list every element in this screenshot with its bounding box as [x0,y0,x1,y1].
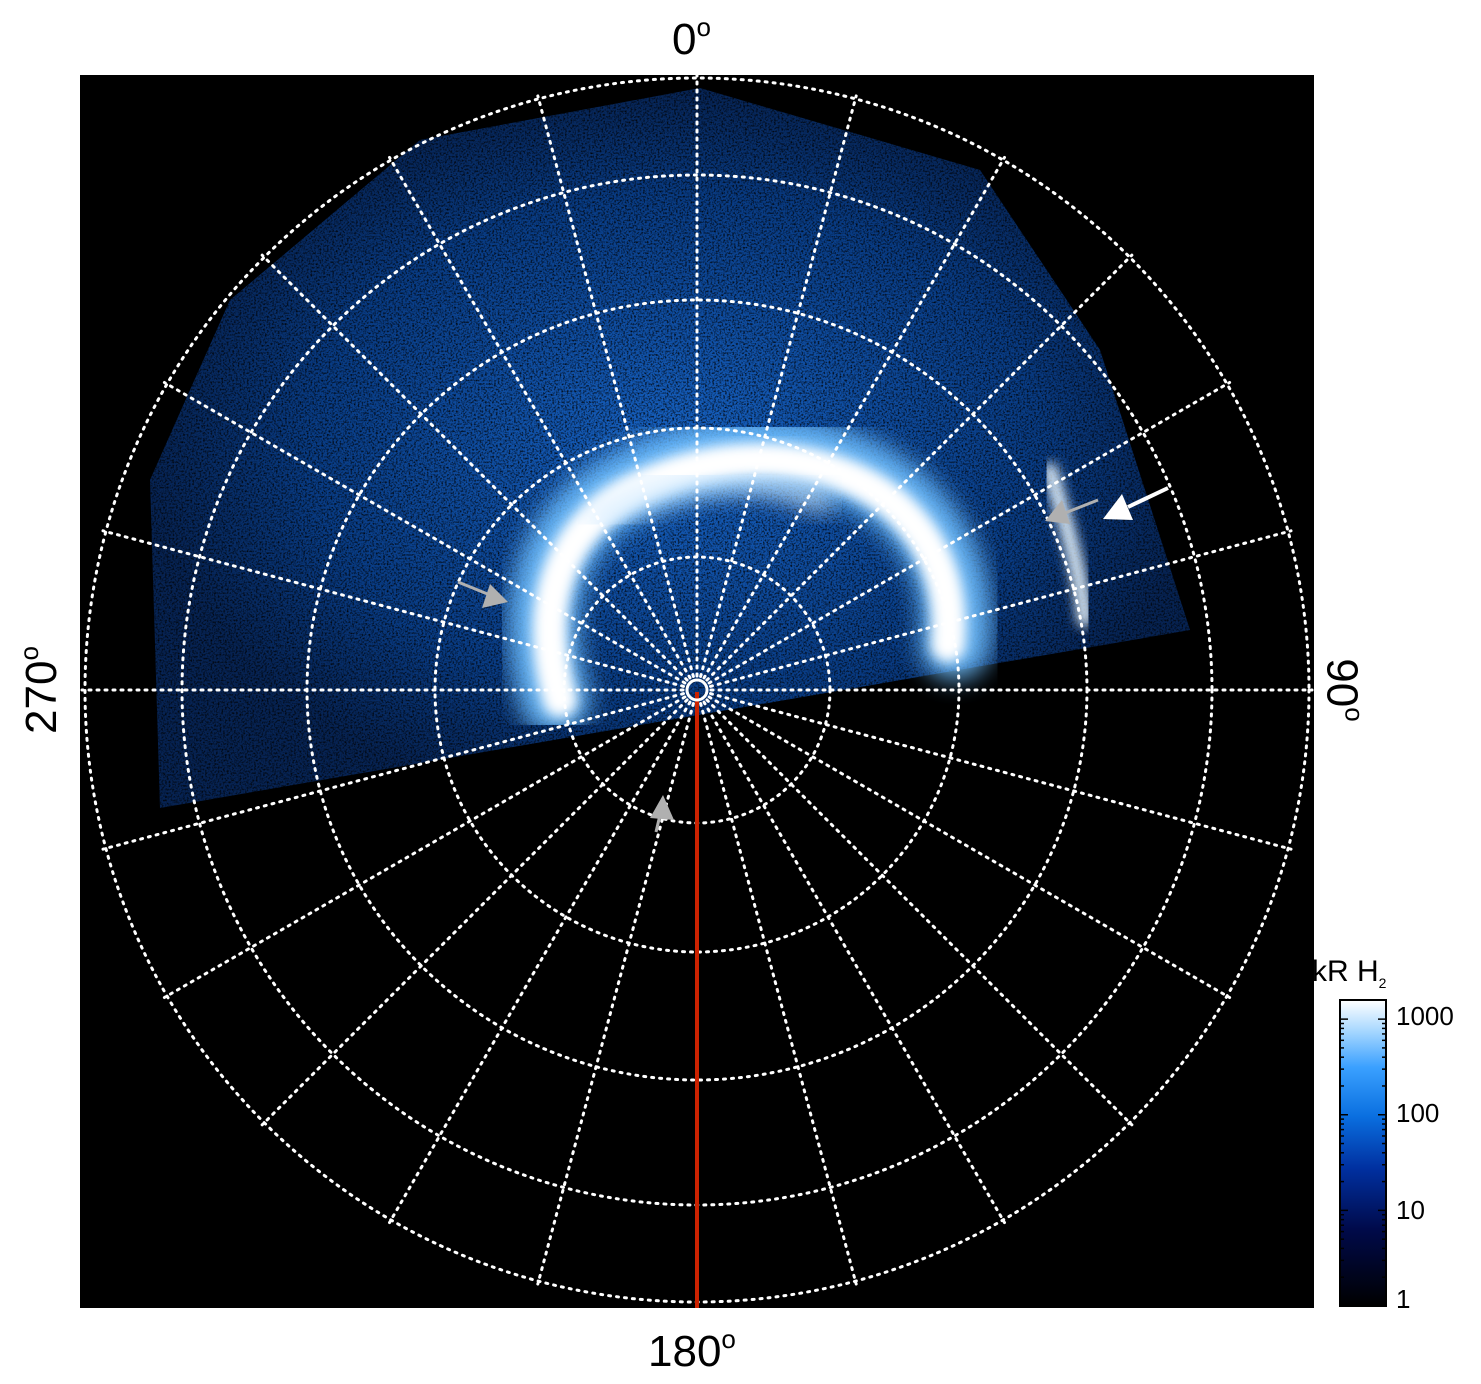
arrow-icon [650,795,674,833]
direction-label-bottom: 180o [648,1324,736,1376]
direction-label-left: 270o [13,646,66,734]
colorbar-title: kR H2 [1312,955,1387,991]
pole-marker-icon [685,678,709,702]
arrow-icon [1103,486,1169,520]
colorbar-tick-label: 1000 [1396,1001,1454,1031]
colorbar-ticks [1340,1018,1386,1307]
direction-label-top: 0o [672,12,711,64]
colorbar-gradient [1339,999,1387,1307]
colorbar [1339,999,1387,1307]
colorbar-tick-label: 10 [1396,1195,1425,1225]
direction-label-right: 90o [1317,658,1370,722]
colorbar-tick-label: 100 [1396,1098,1440,1128]
colorbar-tick-label: 1 [1396,1284,1411,1314]
arrow-icon [1045,498,1099,524]
auroral-oval [508,417,1092,735]
arrow-icon [457,580,508,608]
